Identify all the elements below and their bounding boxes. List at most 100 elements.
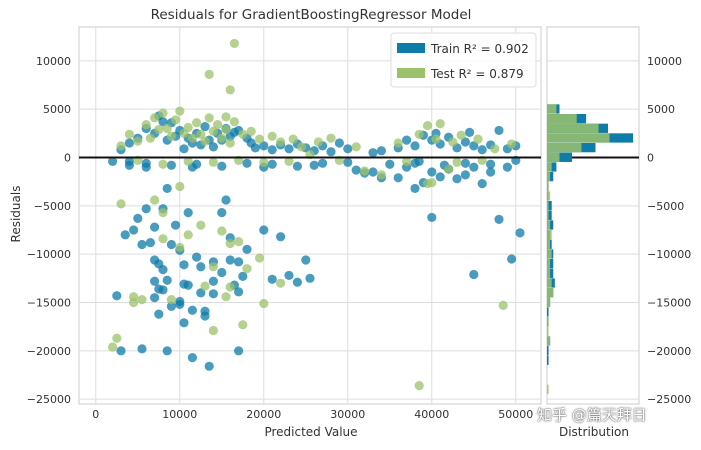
- train-point: [204, 361, 214, 371]
- test-point: [225, 85, 235, 95]
- train-point: [187, 353, 197, 363]
- main-plot-frame: [78, 26, 542, 405]
- train-point: [402, 135, 412, 145]
- test-histogram-bar: [547, 297, 551, 307]
- train-point: [166, 301, 176, 311]
- x-tick-label: 40000: [414, 408, 449, 421]
- train-point: [427, 167, 437, 177]
- train-point: [162, 275, 172, 285]
- train-point: [217, 267, 227, 278]
- train-point: [217, 208, 227, 218]
- train-point: [284, 270, 294, 281]
- train-point: [137, 344, 147, 354]
- test-point: [129, 292, 139, 302]
- test-histogram-bar: [547, 288, 554, 298]
- test-histogram-bar: [547, 162, 552, 172]
- test-point: [183, 122, 193, 133]
- train-point: [208, 142, 218, 152]
- train-point: [435, 172, 445, 182]
- test-point: [507, 139, 517, 149]
- train-point: [162, 346, 172, 356]
- histogram-y-tick-label: 5000: [647, 103, 675, 116]
- test-point: [183, 230, 193, 240]
- train-point: [427, 212, 437, 223]
- test-point: [196, 129, 206, 139]
- test-point: [255, 253, 265, 263]
- train-point: [305, 273, 315, 283]
- train-point: [368, 148, 378, 158]
- train-point: [469, 162, 479, 172]
- histogram-y-tick-label: 0: [647, 152, 654, 165]
- test-point: [208, 262, 218, 272]
- histogram-y-tick-label: −20000: [647, 345, 691, 358]
- test-point: [150, 113, 160, 123]
- train-point: [507, 254, 517, 264]
- test-point: [225, 282, 235, 292]
- y-axis-label: Residuals: [9, 186, 23, 243]
- test-point: [242, 264, 252, 274]
- train-point: [343, 157, 353, 167]
- x-tick-label: 10000: [162, 408, 197, 421]
- test-histogram-bar: [547, 249, 552, 259]
- test-point: [360, 166, 370, 176]
- train-point: [158, 265, 168, 275]
- train-point: [200, 121, 210, 132]
- legend-swatch: [397, 43, 425, 53]
- legend-label: Train R² = 0.902: [430, 42, 529, 56]
- test-point: [351, 142, 361, 152]
- test-point: [213, 120, 223, 130]
- test-point: [255, 134, 265, 144]
- series-test-points: [108, 38, 517, 391]
- test-point: [208, 126, 218, 136]
- test-point: [204, 69, 214, 79]
- histogram-frame: [546, 26, 640, 405]
- train-point: [192, 159, 202, 169]
- train-point: [469, 141, 479, 151]
- train-point: [477, 179, 487, 189]
- test-point: [221, 124, 231, 135]
- test-point: [414, 381, 424, 391]
- test-point: [221, 292, 231, 302]
- test-point: [229, 117, 239, 127]
- test-point: [490, 144, 500, 154]
- test-point: [225, 238, 235, 249]
- test-point: [238, 320, 248, 330]
- train-histogram-bar: [547, 201, 552, 211]
- test-histogram-bar: [547, 133, 610, 143]
- x-tick-label: 50000: [498, 408, 533, 421]
- histogram-y-tick-label: −5000: [647, 200, 684, 213]
- test-point: [175, 106, 185, 116]
- train-point: [196, 262, 206, 272]
- y-tick-label: 5000: [43, 103, 71, 116]
- train-point: [141, 204, 151, 214]
- train-point: [351, 165, 361, 175]
- train-point: [452, 174, 462, 184]
- train-point: [515, 228, 525, 238]
- test-histogram-bar: [547, 268, 551, 278]
- test-point: [158, 159, 168, 169]
- test-point: [267, 131, 277, 141]
- train-point: [292, 161, 302, 171]
- y-tick-label: −15000: [27, 297, 71, 310]
- train-point: [460, 137, 470, 147]
- train-point: [267, 274, 277, 284]
- test-point: [158, 108, 168, 118]
- y-tick-label: 0: [64, 152, 71, 165]
- train-point: [208, 289, 218, 299]
- legend-box: [390, 32, 537, 88]
- train-histogram-bar: [547, 307, 549, 317]
- train-point: [259, 225, 269, 235]
- train-point: [154, 309, 164, 319]
- test-point: [196, 220, 206, 230]
- test-point: [246, 126, 256, 136]
- test-point: [145, 133, 155, 143]
- test-histogram-bar: [547, 336, 551, 346]
- test-point: [112, 333, 122, 343]
- series-train-points: [108, 111, 525, 371]
- histogram-y-tick-label: −10000: [647, 248, 691, 261]
- histogram-y-tick-label: −15000: [647, 297, 691, 310]
- test-point: [225, 138, 235, 148]
- test-histogram-bar: [547, 317, 549, 327]
- test-point: [137, 295, 147, 305]
